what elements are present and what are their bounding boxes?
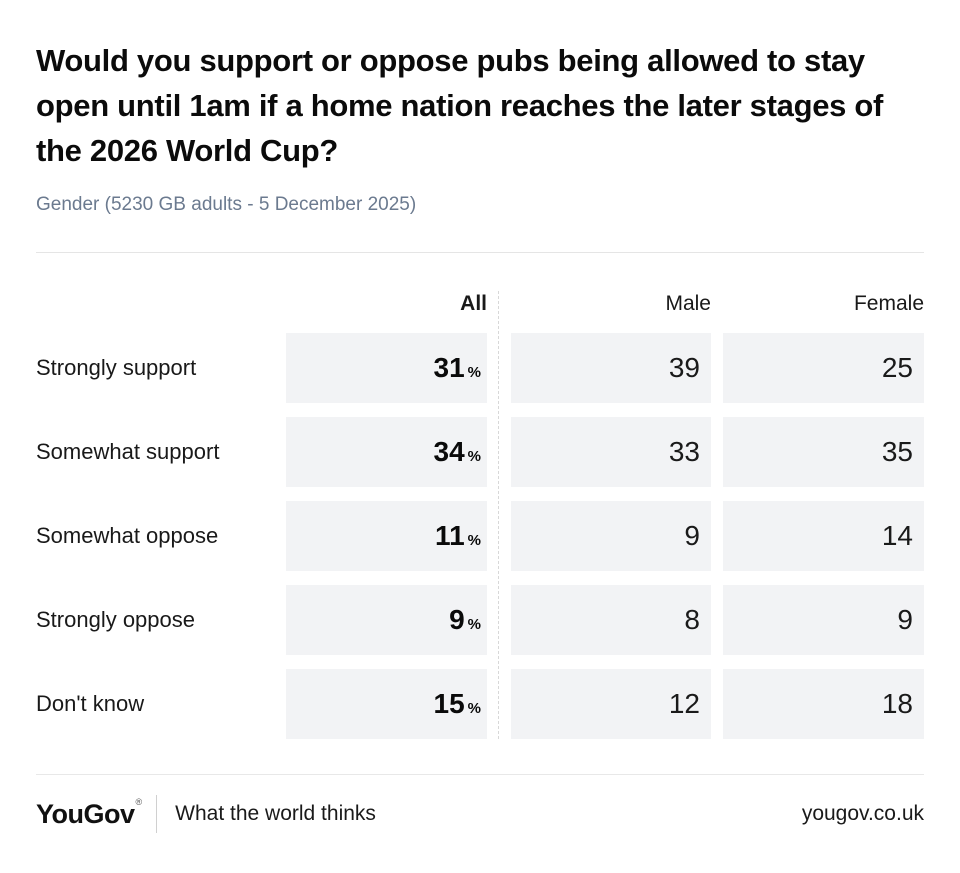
all-value-box: 11 %: [286, 501, 487, 571]
percent-symbol: %: [467, 364, 481, 381]
all-value: 11 %: [435, 520, 481, 552]
row-label: Somewhat oppose: [36, 523, 219, 548]
all-value-box: 34 %: [286, 417, 487, 487]
results-table: All Male Female Strongly support 31 % 39…: [36, 291, 924, 739]
all-value-number: 11: [435, 520, 465, 551]
row-label: Somewhat support: [36, 439, 220, 464]
yougov-logo: YouGov: [36, 798, 135, 829]
registered-trademark-icon: ®: [135, 797, 143, 807]
sample-subtitle: Gender (5230 GB adults - 5 December 2025…: [36, 194, 417, 215]
title-line-3: the 2026 World Cup?: [36, 133, 339, 168]
all-value-box: 31 %: [286, 333, 487, 403]
column-header-all: All: [460, 292, 487, 315]
table-row: Somewhat support 34 % 33 35: [36, 417, 924, 487]
footer-divider-line: [36, 774, 924, 775]
female-value-box: 14: [723, 501, 924, 571]
male-value-box: 12: [511, 669, 711, 739]
table-header-row: All Male Female: [36, 293, 924, 314]
brand-block: YouGov ® What the world thinks: [36, 795, 376, 833]
female-value-box: 18: [723, 669, 924, 739]
all-column-separator: [498, 291, 499, 739]
row-label: Strongly oppose: [36, 607, 195, 632]
female-value-box: 25: [723, 333, 924, 403]
column-header-male: Male: [665, 292, 711, 315]
website-url: yougov.co.uk: [801, 802, 924, 825]
brand-tagline: What the world thinks: [175, 802, 376, 825]
table-row: Somewhat oppose 11 % 9 14: [36, 501, 924, 571]
all-value-number: 15: [433, 688, 465, 719]
all-value: 15 %: [434, 688, 482, 720]
all-value-box: 15 %: [286, 669, 487, 739]
table-row: Strongly oppose 9 % 8 9: [36, 585, 924, 655]
table-row: Don't know 15 % 12 18: [36, 669, 924, 739]
percent-symbol: %: [467, 616, 481, 633]
male-value-box: 39: [511, 333, 711, 403]
all-value: 9 %: [449, 604, 481, 636]
female-value-box: 9: [723, 585, 924, 655]
top-divider: [36, 252, 924, 253]
all-value-number: 9: [449, 604, 465, 635]
row-label: Strongly support: [36, 355, 197, 380]
row-label: Don't know: [36, 691, 145, 716]
column-header-female: Female: [853, 292, 924, 315]
female-value-box: 35: [723, 417, 924, 487]
brand-separator: [156, 795, 158, 833]
all-value-box: 9 %: [286, 585, 487, 655]
percent-symbol: %: [467, 448, 481, 465]
all-value-number: 31: [433, 352, 465, 383]
title-line-2: open until 1am if a home nation reaches …: [36, 88, 884, 123]
percent-symbol: %: [467, 532, 481, 549]
title-line-1: Would you support or oppose pubs being a…: [36, 43, 865, 78]
table-row: Strongly support 31 % 39 25: [36, 333, 924, 403]
page-title: Would you support or oppose pubs being a…: [36, 38, 924, 173]
all-value: 31 %: [434, 352, 482, 384]
percent-symbol: %: [467, 700, 481, 717]
male-value-box: 33: [511, 417, 711, 487]
all-value-number: 34: [433, 436, 465, 467]
all-value: 34 %: [434, 436, 482, 468]
male-value-box: 9: [511, 501, 711, 571]
footer: YouGov ® What the world thinks yougov.co…: [36, 795, 924, 833]
male-value-box: 8: [511, 585, 711, 655]
